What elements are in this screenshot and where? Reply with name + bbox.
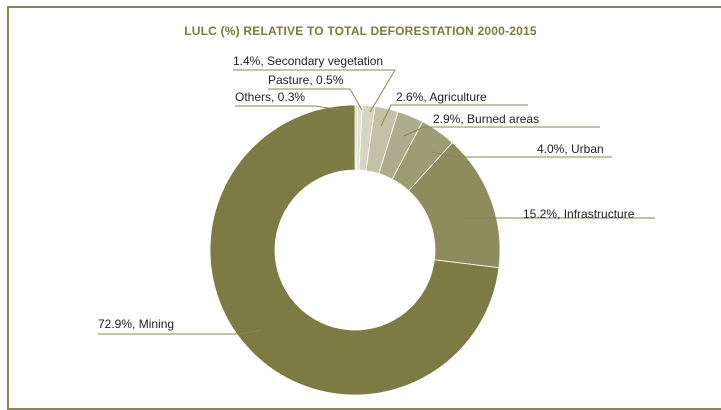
leader-line-pasture — [268, 88, 363, 111]
leader-line-agriculture — [380, 104, 528, 127]
data-label-urban: 4.0%, Urban — [537, 142, 604, 156]
slice-mining — [209, 104, 500, 396]
data-label-infrastructure: 15.2%, Infrastructure — [523, 207, 635, 221]
data-label-secondary-vegetation: 1.4%, Secondary vegetation — [233, 54, 383, 68]
data-label-agriculture: 2.6%, Agriculture — [396, 90, 487, 104]
data-label-mining: 72.9%, Mining — [98, 317, 174, 331]
leader-line-others — [235, 105, 356, 113]
leader-line-urban — [431, 151, 612, 158]
leader-line-burned-areas — [403, 126, 600, 137]
donut-chart: Others, 0.3% Pasture, 0.5% 1.4%, Secondary… — [98, 54, 655, 396]
data-label-others: Others, 0.3% — [235, 90, 305, 104]
data-label-burned-areas: 2.9%, Burned areas — [433, 112, 539, 126]
leader-line-mining — [98, 329, 263, 335]
chart-title: LULC (%) RELATIVE TO TOTAL DEFORESTATION… — [184, 24, 537, 38]
leader-line-secondary-vegetation — [233, 69, 396, 113]
data-label-pasture: Pasture, 0.5% — [268, 73, 344, 87]
